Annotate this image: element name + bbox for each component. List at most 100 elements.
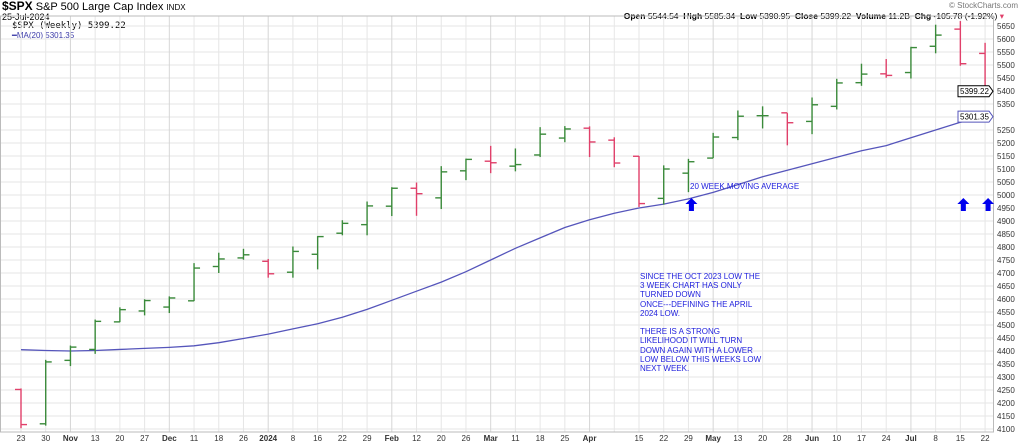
x-tick-label: 20 bbox=[437, 434, 446, 443]
x-tick-label: 2024 bbox=[259, 434, 277, 443]
ohlc-bar bbox=[64, 345, 77, 367]
y-tick-label: 5200 bbox=[997, 139, 1015, 148]
ohlc-bar bbox=[484, 145, 497, 174]
ohlc-bar bbox=[608, 137, 621, 168]
price-tag-box bbox=[957, 85, 994, 98]
ohlc-bar bbox=[311, 235, 324, 270]
x-tick-label: 25 bbox=[560, 434, 569, 443]
x-tick-label: Mar bbox=[484, 434, 498, 443]
y-tick-label: 4100 bbox=[997, 425, 1015, 434]
ohlc-bar bbox=[15, 388, 27, 429]
ma-tag: 5301.35 bbox=[960, 113, 989, 122]
ohlc-bar bbox=[188, 263, 201, 302]
x-tick-label: 28 bbox=[783, 434, 792, 443]
y-tick-label: 4450 bbox=[997, 334, 1015, 343]
ohlc-bar bbox=[113, 307, 126, 323]
ohlc-bar bbox=[657, 165, 670, 205]
y-tick-label: 4400 bbox=[997, 347, 1015, 356]
y-tick-label: 5600 bbox=[997, 35, 1015, 44]
y-tick-label: 4350 bbox=[997, 360, 1015, 369]
x-tick-label: 17 bbox=[857, 434, 866, 443]
ohlc-bar bbox=[385, 187, 398, 217]
x-tick-label: 15 bbox=[635, 434, 644, 443]
y-tick-label: 4900 bbox=[997, 217, 1015, 226]
x-tick-label: 18 bbox=[214, 434, 223, 443]
ohlc-bar bbox=[806, 97, 819, 135]
x-tick-label: 18 bbox=[536, 434, 545, 443]
ohlc-bar bbox=[904, 46, 917, 79]
x-tick-label: Nov bbox=[63, 434, 79, 443]
ohlc-bar bbox=[534, 127, 547, 158]
y-tick-label: 4700 bbox=[997, 269, 1015, 278]
x-tick-label: 8 bbox=[291, 434, 296, 443]
y-tick-label: 4800 bbox=[997, 243, 1015, 252]
x-tick-label: Apr bbox=[583, 434, 597, 443]
x-tick-label: 15 bbox=[956, 434, 965, 443]
x-tick-label: 11 bbox=[511, 434, 520, 443]
x-tick-label: 26 bbox=[462, 434, 471, 443]
x-tick-label: 24 bbox=[882, 434, 891, 443]
up-arrow-icon bbox=[685, 198, 698, 211]
y-tick-label: 4200 bbox=[997, 399, 1015, 408]
ohlc-bar bbox=[558, 126, 571, 143]
y-tick-label: 4150 bbox=[997, 412, 1015, 421]
y-tick-label: 4250 bbox=[997, 386, 1015, 395]
y-tick-label: 4750 bbox=[997, 256, 1015, 265]
ohlc-bar bbox=[286, 246, 299, 278]
ohlc-bar bbox=[89, 319, 102, 354]
ohlc-bar bbox=[929, 24, 942, 54]
y-tick-label: 5000 bbox=[997, 191, 1015, 200]
x-tick-label: Jul bbox=[905, 434, 917, 443]
y-tick-label: 5250 bbox=[997, 126, 1015, 135]
ohlc-bar bbox=[781, 112, 794, 146]
y-tick-label: 5400 bbox=[997, 87, 1015, 96]
y-tick-label: 4650 bbox=[997, 282, 1015, 291]
x-tick-label: Jun bbox=[805, 434, 819, 443]
copyright: © StockCharts.com bbox=[948, 1, 1018, 10]
y-tick-label: 5450 bbox=[997, 74, 1015, 83]
y-tick-label: 5350 bbox=[997, 100, 1015, 109]
x-tick-label: 16 bbox=[313, 434, 322, 443]
x-tick-label: 13 bbox=[733, 434, 742, 443]
ohlc-bar bbox=[39, 359, 52, 426]
x-tick-label: 20 bbox=[758, 434, 767, 443]
ohlc-bar bbox=[682, 158, 695, 193]
x-tick-label: 8 bbox=[933, 434, 938, 443]
y-tick-label: 5150 bbox=[997, 152, 1015, 161]
ohlc-bar bbox=[880, 59, 893, 78]
ma-tag-box bbox=[957, 110, 994, 123]
x-tick-label: 10 bbox=[832, 434, 841, 443]
x-tick-label: 11 bbox=[190, 434, 199, 443]
y-tick-label: 4550 bbox=[997, 308, 1015, 317]
ohlc-bar bbox=[459, 158, 472, 181]
x-tick-label: 22 bbox=[338, 434, 347, 443]
ohlc-bar bbox=[138, 299, 151, 316]
ohlc-bar bbox=[954, 21, 967, 66]
x-tick-label: Dec bbox=[162, 434, 177, 443]
ohlc-bar bbox=[509, 148, 522, 172]
y-tick-label: 5650 bbox=[997, 22, 1015, 31]
y-tick-label: 5550 bbox=[997, 48, 1015, 57]
x-tick-label: 22 bbox=[981, 434, 990, 443]
ma20-line bbox=[20, 116, 986, 352]
x-tick-label: 23 bbox=[17, 434, 26, 443]
y-tick-label: 4600 bbox=[997, 295, 1015, 304]
y-tick-label: 4950 bbox=[997, 204, 1015, 213]
ohlc-bar bbox=[583, 126, 596, 158]
ohlc-bar bbox=[361, 201, 374, 236]
x-tick-label: 12 bbox=[412, 434, 421, 443]
y-tick-label: 5050 bbox=[997, 178, 1015, 187]
x-tick-label: 29 bbox=[363, 434, 372, 443]
y-tick-label: 4300 bbox=[997, 373, 1015, 382]
y-tick-label: 4500 bbox=[997, 321, 1015, 330]
y-tick-label: 5500 bbox=[997, 61, 1015, 70]
x-tick-label: 29 bbox=[684, 434, 693, 443]
ohlc-bar bbox=[336, 220, 349, 236]
x-tick-label: May bbox=[705, 434, 721, 443]
commentary-annotation: SINCE THE OCT 2023 LOW THE 3 WEEK CHART … bbox=[640, 272, 762, 374]
ohlc-bar bbox=[830, 78, 843, 110]
ohlc-bar bbox=[212, 252, 225, 273]
price-tag: 5399.22 bbox=[960, 87, 989, 96]
